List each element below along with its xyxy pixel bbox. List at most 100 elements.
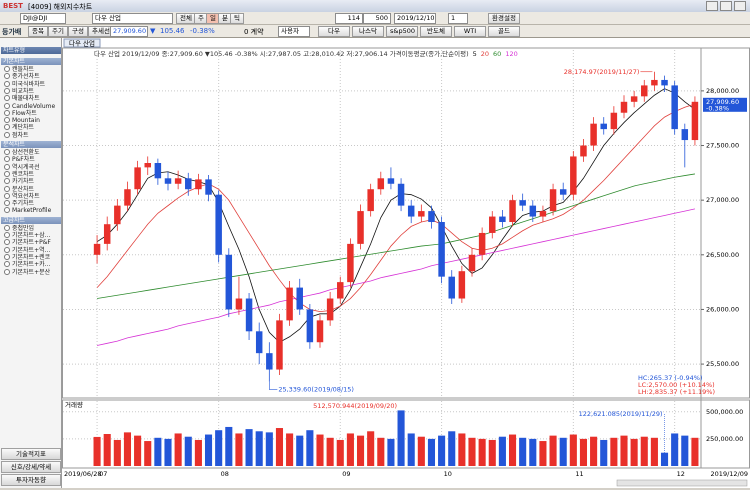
code-field[interactable]: DJI@DJI <box>20 13 66 24</box>
menu-item[interactable]: 계단차트 <box>4 124 34 131</box>
index-button[interactable]: s&p500 <box>386 26 418 37</box>
menu-item[interactable]: 기본차트+분산 <box>4 269 50 276</box>
date-field[interactable]: 2019/12/10 <box>394 13 436 24</box>
menu-item[interactable]: MarketProfile <box>4 207 51 214</box>
menu-item[interactable]: 역요선차트 <box>4 193 40 200</box>
volume-bar <box>204 434 213 466</box>
menu-item[interactable]: 기본차트+역... <box>4 247 50 254</box>
volume-bar <box>579 438 588 466</box>
candle-body <box>671 85 678 130</box>
menu-item[interactable]: 비교차트 <box>4 88 34 95</box>
menu-item[interactable]: 기본차트+삼... <box>4 232 50 239</box>
volume-bar <box>346 433 354 466</box>
candle-body <box>174 178 182 184</box>
index-button[interactable]: 다우 <box>318 26 350 37</box>
menu-item[interactable]: 종가선차트 <box>4 73 40 80</box>
sidebar-button[interactable]: 투자자동향 <box>1 474 61 486</box>
x-start-label: 2019/06/28 <box>64 470 101 478</box>
period-button[interactable]: 틱 <box>230 13 244 24</box>
volume-bar <box>458 433 466 466</box>
volume-bar <box>559 437 567 466</box>
volume-bar <box>113 439 121 466</box>
period-field[interactable]: 1 <box>448 13 468 24</box>
x-tick-label: 07 <box>99 470 107 478</box>
group-heading[interactable]: 고급차트 <box>1 216 61 224</box>
volume-bar <box>427 438 436 466</box>
volume-bar <box>681 435 689 466</box>
total-field[interactable]: 500 <box>363 13 391 24</box>
menu-item[interactable]: 매물대차트 <box>4 95 40 102</box>
candle-body <box>681 129 689 141</box>
candle-body <box>215 194 222 255</box>
volume-bar <box>671 433 679 466</box>
candle-body <box>255 331 263 354</box>
settings-button[interactable]: 환경설정 <box>488 13 520 24</box>
menu-item[interactable]: Flow차트 <box>4 110 37 117</box>
menu-item[interactable]: 점차트 <box>4 132 29 139</box>
y-tick-label: 28,000.00 <box>706 87 739 95</box>
index-button[interactable]: 반도체 <box>420 26 452 37</box>
candle-body <box>205 179 212 195</box>
tool-button[interactable]: 주기 <box>48 26 68 37</box>
candle-body <box>519 200 526 206</box>
group-heading[interactable]: 기본차트 <box>1 58 61 65</box>
count-field[interactable]: 114 <box>335 13 363 24</box>
user-field[interactable]: 사용자 <box>278 26 310 37</box>
index-button[interactable]: 나스닥 <box>352 26 384 37</box>
menu-item[interactable]: 카기차트 <box>4 178 34 185</box>
menu-item[interactable]: 기본차트+P&F <box>4 239 51 246</box>
candle-body <box>397 183 405 206</box>
y-tick-label: 26,000.00 <box>706 305 739 313</box>
y-tick-label: 25,500.00 <box>706 360 739 368</box>
tool-button[interactable]: 구성 <box>68 26 88 37</box>
volume-bar <box>367 431 375 466</box>
chart-info: 다우 산업 2019/12/09 종:27,909.60 ▼105.46 -0.… <box>94 49 469 58</box>
candle-body <box>337 282 344 299</box>
menu-item[interactable]: 분산차트 <box>4 186 34 193</box>
volume-bar <box>498 436 506 466</box>
y-tick-label: 250,000.00 <box>706 435 743 443</box>
volume-bar <box>164 438 172 466</box>
candle-body <box>448 276 455 299</box>
group-heading[interactable]: 분석차트 <box>1 141 61 148</box>
menu-item[interactable]: 렌코차트 <box>4 171 34 178</box>
sidebar-button[interactable]: 기술적지표 <box>1 448 61 460</box>
menu-item[interactable]: 삼선전환도 <box>4 149 40 156</box>
y-tick-label: 26,500.00 <box>706 251 739 259</box>
candle-body <box>387 178 395 184</box>
volume-bar <box>508 434 517 466</box>
menu-item[interactable]: P&F차트 <box>4 156 35 163</box>
candle-body <box>610 112 618 130</box>
menu-item[interactable]: 기본차트+렌코 <box>4 254 50 261</box>
volume-bar <box>620 435 628 466</box>
maximize-button[interactable] <box>720 1 732 11</box>
volume-bar <box>519 437 527 466</box>
volume-bar <box>417 436 425 466</box>
volume-bar <box>356 435 365 466</box>
menu-item[interactable]: 캔들차트 <box>4 66 34 73</box>
menu-item[interactable]: 역시계곡선 <box>4 164 40 171</box>
menu-item[interactable]: 중첩만입 <box>4 225 34 232</box>
name-field[interactable]: 다우 산업 <box>92 13 173 24</box>
volume-bar <box>590 436 598 466</box>
volume-bar <box>549 435 557 466</box>
minimize-button[interactable] <box>706 1 718 11</box>
moving-average-line <box>97 173 695 299</box>
tool-button[interactable]: 종목 <box>28 26 48 37</box>
contracts: 0 계약 <box>244 28 264 36</box>
menu-item[interactable]: 미국식바차트 <box>4 81 45 88</box>
menu-item[interactable]: 기본차트+카... <box>4 261 50 268</box>
candle-body <box>357 211 364 244</box>
volume-bar <box>640 436 648 466</box>
sidebar-button[interactable]: 신호/강세/약세 <box>1 461 61 473</box>
close-button[interactable] <box>734 1 746 11</box>
menu-item[interactable]: Mountain <box>4 117 40 124</box>
menu-item[interactable]: 주기차트 <box>4 200 34 207</box>
index-button[interactable]: WTI <box>454 26 486 37</box>
volume-bar <box>488 439 496 466</box>
period-button[interactable]: 전체 <box>176 13 196 24</box>
candle-body <box>185 178 192 190</box>
range-stat: HC:265.37 (-0.94%) <box>638 374 703 382</box>
menu-item[interactable]: CandleVolume <box>4 103 55 110</box>
index-button[interactable]: 골드 <box>488 26 520 37</box>
